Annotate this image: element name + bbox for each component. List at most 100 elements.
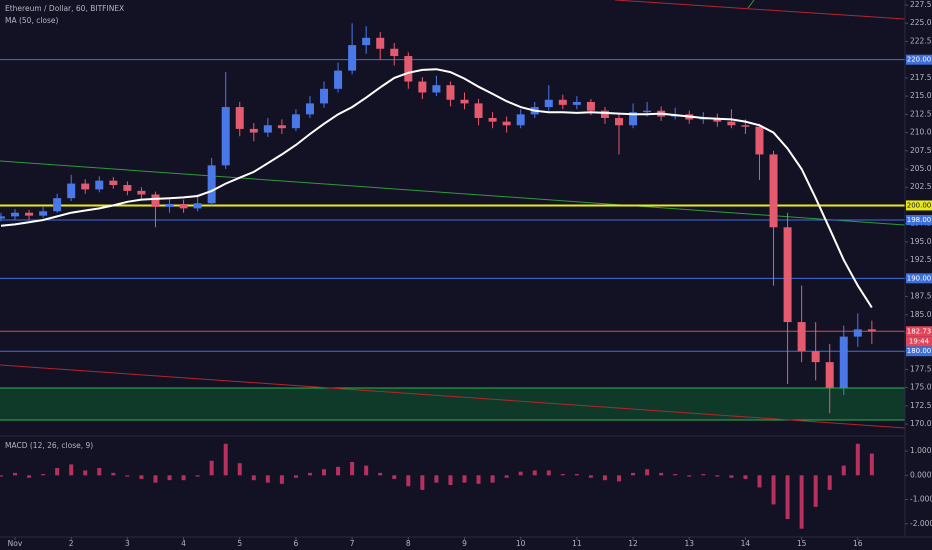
candle-body bbox=[207, 165, 216, 204]
histogram-bar bbox=[617, 475, 622, 482]
candle-body bbox=[600, 110, 609, 118]
y-tick-label: 187.50 bbox=[910, 292, 932, 301]
histogram-bar bbox=[574, 474, 579, 476]
candle-body bbox=[165, 203, 174, 207]
histogram-bar bbox=[841, 465, 846, 476]
histogram-bar bbox=[153, 475, 158, 483]
histogram-bar bbox=[41, 474, 46, 476]
countdown-box bbox=[906, 336, 932, 347]
candle-body bbox=[783, 227, 792, 323]
histogram-bar bbox=[195, 475, 200, 477]
level-box bbox=[906, 215, 932, 226]
histogram-bar bbox=[350, 461, 355, 476]
y-tick-label: 185.00 bbox=[910, 310, 932, 319]
histogram-bar bbox=[237, 463, 242, 476]
level-label: 200.00 bbox=[907, 201, 932, 209]
histogram-bar bbox=[97, 468, 102, 476]
level-label: 190.00 bbox=[907, 274, 932, 282]
trend-line bbox=[614, 0, 906, 20]
trend-line bbox=[0, 160, 906, 226]
y-tick-label: 225.00 bbox=[910, 18, 932, 27]
x-tick-label: Nov bbox=[8, 539, 23, 548]
candle-body bbox=[376, 37, 385, 49]
x-tick-label: 2 bbox=[69, 539, 74, 548]
histogram-bar bbox=[448, 475, 453, 486]
histogram-bar bbox=[13, 472, 18, 476]
level-box bbox=[906, 273, 932, 284]
histogram-bar bbox=[757, 475, 762, 488]
candle-body bbox=[362, 37, 371, 46]
y-tick-label: 217.50 bbox=[910, 73, 932, 82]
level-box bbox=[906, 54, 932, 65]
histogram-bar bbox=[69, 464, 74, 476]
histogram-bar bbox=[490, 475, 495, 483]
histogram-bar bbox=[307, 472, 312, 476]
histogram-bar bbox=[546, 470, 551, 476]
histogram-bar bbox=[139, 475, 144, 479]
histogram-bar bbox=[476, 475, 481, 484]
level-label: 198.00 bbox=[907, 216, 932, 224]
y-tick-label: 175.00 bbox=[910, 383, 932, 392]
histogram-bar bbox=[827, 475, 832, 490]
candle-body bbox=[615, 117, 624, 126]
histogram-bar bbox=[518, 471, 523, 476]
macd bbox=[0, 443, 874, 529]
candles bbox=[0, 23, 876, 414]
y-tick-label: 195.00 bbox=[910, 237, 932, 246]
candle-body bbox=[853, 329, 862, 337]
x-tick-label: 15 bbox=[797, 539, 807, 548]
histogram-bar bbox=[673, 474, 678, 476]
candle-body bbox=[235, 107, 244, 129]
candle-body bbox=[179, 203, 188, 209]
histogram-bar bbox=[223, 443, 228, 476]
candle-body bbox=[488, 117, 497, 122]
candle-body bbox=[67, 183, 76, 199]
y-tick-label: 177.50 bbox=[910, 364, 932, 373]
histogram-bar bbox=[659, 472, 664, 476]
candle-body bbox=[123, 185, 132, 191]
x-tick-label: 6 bbox=[294, 539, 299, 548]
histogram-bar bbox=[813, 475, 818, 507]
candle-body bbox=[797, 322, 806, 352]
candle-body bbox=[418, 81, 427, 93]
level-label: 182.73 bbox=[907, 327, 932, 335]
candle-body bbox=[727, 121, 736, 126]
histogram-bar bbox=[560, 474, 565, 476]
histogram-bar bbox=[799, 475, 804, 529]
histogram-bar bbox=[771, 475, 776, 505]
y-tick-label: 207.50 bbox=[910, 146, 932, 155]
candle-body bbox=[741, 125, 750, 127]
candle-body bbox=[446, 85, 455, 100]
histogram-bar bbox=[209, 460, 214, 476]
y-tick-label: 210.00 bbox=[910, 128, 932, 137]
histogram-bar bbox=[743, 475, 748, 479]
candle-body bbox=[390, 48, 399, 57]
histogram-bar bbox=[83, 470, 88, 476]
candle-body bbox=[137, 190, 146, 195]
candle-body bbox=[572, 101, 581, 105]
trend-line bbox=[0, 364, 906, 429]
histogram-bar bbox=[167, 475, 172, 481]
candle-body bbox=[249, 128, 258, 133]
candle-body bbox=[263, 125, 272, 133]
chart-title: Ethereum / Dollar, 60, BITFINEX bbox=[5, 4, 124, 13]
candle-body bbox=[39, 211, 48, 216]
histogram-bar bbox=[27, 475, 32, 478]
candle-body bbox=[221, 107, 230, 166]
histogram-bar bbox=[181, 475, 186, 481]
histogram-bar bbox=[420, 475, 425, 490]
histogram-bar bbox=[251, 475, 256, 481]
histogram-bar bbox=[293, 475, 298, 478]
x-tick-label: 16 bbox=[853, 539, 863, 548]
x-tick-label: 7 bbox=[350, 539, 355, 548]
candle-body bbox=[586, 101, 595, 111]
price-labels: 220.00 200.00 198.00 190.00 180.00 182.73 19:4… bbox=[906, 54, 932, 357]
histogram-bar bbox=[265, 475, 270, 483]
drawings bbox=[0, 0, 906, 429]
histogram-bar bbox=[687, 475, 692, 477]
